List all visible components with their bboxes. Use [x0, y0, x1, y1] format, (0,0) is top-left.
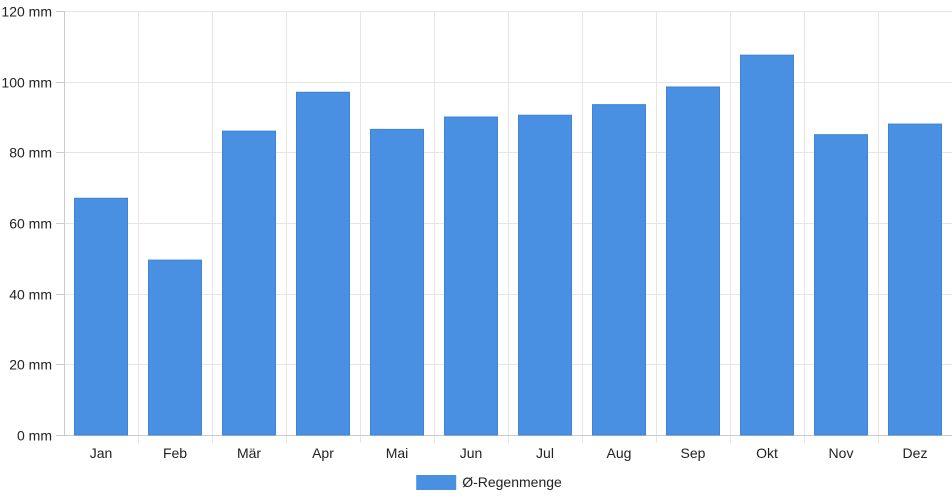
legend[interactable]: Ø-Regenmenge — [416, 474, 562, 490]
legend-label[interactable]: Ø-Regenmenge — [462, 474, 562, 490]
grid-lines — [64, 11, 952, 443]
y-tick-label: 80 mm — [9, 145, 52, 161]
x-tick-label: Apr — [312, 445, 334, 461]
x-tick-label: Jul — [536, 445, 554, 461]
bars — [74, 54, 942, 436]
bar-nov[interactable] — [814, 134, 868, 436]
bar-dez[interactable] — [888, 123, 942, 436]
x-axis-ticks: Jan Feb Mär Apr Mai Jun Jul Aug Sep Okt Nov Dez — [90, 445, 928, 461]
x-tick-label: Nov — [829, 445, 854, 461]
x-tick-label: Sep — [681, 445, 706, 461]
bar-jan[interactable] — [74, 197, 128, 436]
x-tick-label: Jan — [90, 445, 113, 461]
x-tick-label: Mai — [386, 445, 409, 461]
x-tick-label: Aug — [607, 445, 632, 461]
y-tick-label: 40 mm — [9, 287, 52, 303]
y-tick-label: 0 mm — [17, 428, 52, 444]
bar-sep[interactable] — [666, 86, 720, 436]
x-tick-label: Okt — [756, 445, 778, 461]
y-axis-ticks: 0 mm 20 mm 40 mm 60 mm 80 mm 100 mm 120 mm — [1, 4, 52, 444]
axes — [56, 11, 952, 436]
y-tick-label: 60 mm — [9, 216, 52, 232]
bar-mai[interactable] — [370, 128, 424, 436]
bar-aug[interactable] — [592, 104, 646, 436]
bar-jun[interactable] — [444, 116, 498, 436]
y-tick-label: 120 mm — [1, 4, 52, 20]
x-tick-label: Mär — [237, 445, 261, 461]
bar-jul[interactable] — [518, 114, 572, 436]
x-tick-label: Dez — [903, 445, 928, 461]
legend-swatch[interactable] — [416, 475, 457, 490]
bar-feb[interactable] — [148, 259, 202, 436]
bar-mär[interactable] — [222, 130, 276, 436]
y-tick-label: 20 mm — [9, 357, 52, 373]
bar-apr[interactable] — [296, 91, 350, 436]
y-tick-label: 100 mm — [1, 75, 52, 91]
x-tick-label: Feb — [163, 445, 187, 461]
x-tick-label: Jun — [460, 445, 483, 461]
bar-okt[interactable] — [740, 54, 794, 436]
